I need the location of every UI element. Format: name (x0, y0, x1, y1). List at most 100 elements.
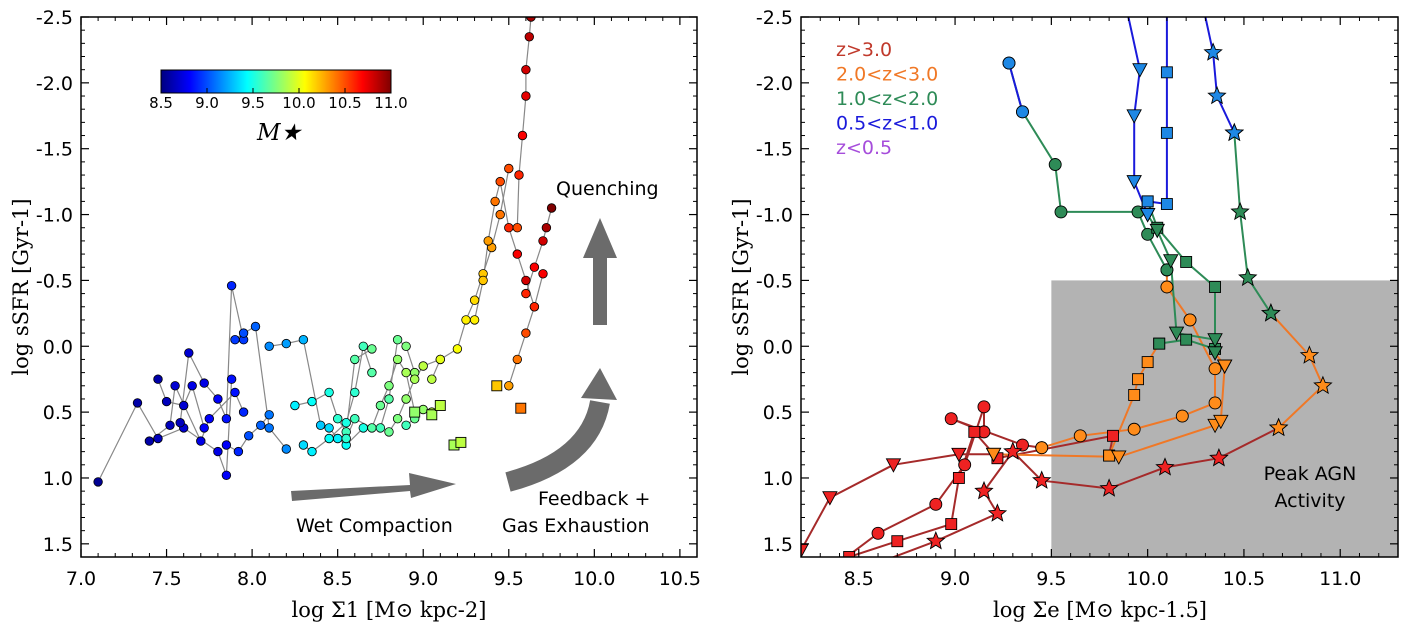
galaxy-point (350, 354, 360, 365)
right-x-axis-label: log Σe [M⊙ kpc-1.5] (993, 598, 1207, 622)
star-marker (987, 503, 1008, 522)
x-tick-label: 10.5 (1223, 568, 1265, 590)
triangle-marker (951, 447, 967, 463)
square-marker (843, 551, 856, 557)
x-tick-label: 10.0 (1126, 568, 1168, 590)
galaxy-point (298, 335, 309, 345)
annotation-wet-compaction: Wet Compaction (296, 515, 453, 537)
left-x-ticks: 7.0 7.5 8.0 8.5 9.0 9.5 10.0 10.5 (66, 17, 701, 590)
galaxy-point (504, 222, 514, 233)
feedback-arrow (505, 399, 610, 492)
galaxy-point (521, 64, 531, 75)
y-tick-label: -2.5 (36, 7, 73, 29)
square-marker (455, 436, 467, 448)
y-tick-label: 0.5 (43, 402, 73, 424)
y-tick-label: -1.5 (36, 139, 73, 161)
galaxy-point (401, 341, 411, 352)
triangle-marker (1163, 254, 1179, 269)
galaxy-point (341, 418, 351, 428)
colorbar-ticks: 8.5 9.0 9.5 10.0 10.5 11.0 (149, 88, 408, 112)
galaxy-point (384, 381, 394, 391)
star-marker (1238, 267, 1258, 287)
colorbar-label: M★ (256, 120, 303, 146)
x-tick-label: 9.5 (1036, 568, 1066, 590)
x-tick-label: 10.5 (659, 568, 701, 590)
galaxy-point (226, 281, 237, 291)
right-x-ticks: 8.5 9.0 9.5 10.0 10.5 11.0 (819, 17, 1399, 590)
star-marker (1209, 448, 1229, 467)
galaxy-point (307, 396, 317, 407)
circle-marker (958, 458, 972, 472)
galaxy-point (452, 344, 463, 354)
circle-marker (1175, 409, 1189, 423)
square-marker (945, 518, 958, 531)
galaxy-point (324, 387, 334, 398)
galaxy-point (213, 394, 223, 404)
colorbar-tick-label: 9.5 (241, 94, 265, 112)
track-line (1204, 17, 1236, 134)
galaxy-point (495, 209, 505, 220)
galaxy-point (350, 414, 360, 424)
galaxy-point (469, 315, 480, 325)
star-marker (1155, 457, 1175, 476)
galaxy-point (435, 354, 446, 365)
galaxy-point (427, 374, 437, 384)
star-marker (926, 531, 946, 550)
x-tick-label: 7.5 (151, 568, 181, 590)
y-tick-label: 0.5 (763, 402, 793, 424)
galaxy-point (350, 387, 360, 398)
galaxy-point (199, 423, 209, 433)
x-tick-label: 10.0 (573, 568, 615, 590)
right-plot-area (801, 17, 1333, 557)
circle-marker (1141, 227, 1155, 241)
y-tick-label: 1.5 (43, 534, 73, 556)
x-tick-label: 8.5 (323, 568, 353, 590)
track-line (516, 17, 532, 228)
galaxy-point (546, 203, 557, 213)
galaxy-point (401, 394, 411, 404)
x-tick-label: 9.0 (940, 568, 970, 590)
star-marker (1299, 345, 1320, 364)
colorbar: 8.5 9.0 9.5 10.0 10.5 11.0 M★ (149, 69, 408, 146)
square-marker (1141, 356, 1154, 369)
y-tick-label: -2.0 (756, 73, 793, 95)
triangle-marker (1139, 208, 1156, 223)
galaxy-point (233, 446, 244, 457)
galaxy-point (187, 381, 197, 391)
x-tick-label: 9.0 (408, 568, 438, 590)
galaxy-point (153, 374, 163, 384)
galaxy-point (367, 367, 377, 378)
square-marker (1141, 195, 1154, 208)
y-tick-label: -0.5 (36, 270, 73, 292)
galaxy-point (184, 348, 194, 358)
wet-compaction-arrow (291, 473, 456, 501)
circle-marker (1016, 438, 1029, 452)
circle-marker (1002, 56, 1016, 70)
galaxy-point (461, 315, 471, 325)
galaxy-point (132, 398, 143, 408)
right-y-axis-label: log sSFR [Gyr-1] (729, 198, 753, 375)
galaxy-point (144, 436, 155, 446)
galaxy-point (161, 396, 172, 407)
galaxy-point (478, 275, 488, 286)
triangle-marker (822, 491, 838, 506)
galaxy-point (392, 414, 403, 424)
y-tick-label: -1.5 (756, 139, 793, 161)
galaxy-point (495, 176, 505, 187)
y-tick-label: 0.0 (763, 336, 793, 358)
square-marker (1132, 373, 1144, 386)
galaxy-point (196, 436, 206, 446)
galaxy-point (243, 431, 254, 441)
star-marker (1207, 85, 1227, 105)
galaxy-point (410, 374, 420, 384)
galaxy-point (526, 17, 536, 22)
y-tick-label: 1.0 (763, 468, 793, 490)
square-marker (426, 409, 438, 421)
circle-marker (1160, 280, 1174, 294)
galaxy-point (324, 423, 334, 433)
galaxy-point (384, 394, 394, 404)
right-axes-frame (800, 16, 1399, 558)
triangle-marker (1132, 63, 1148, 78)
x-tick-label: 8.5 (844, 568, 874, 590)
x-tick-label: 11.0 (1319, 568, 1361, 590)
